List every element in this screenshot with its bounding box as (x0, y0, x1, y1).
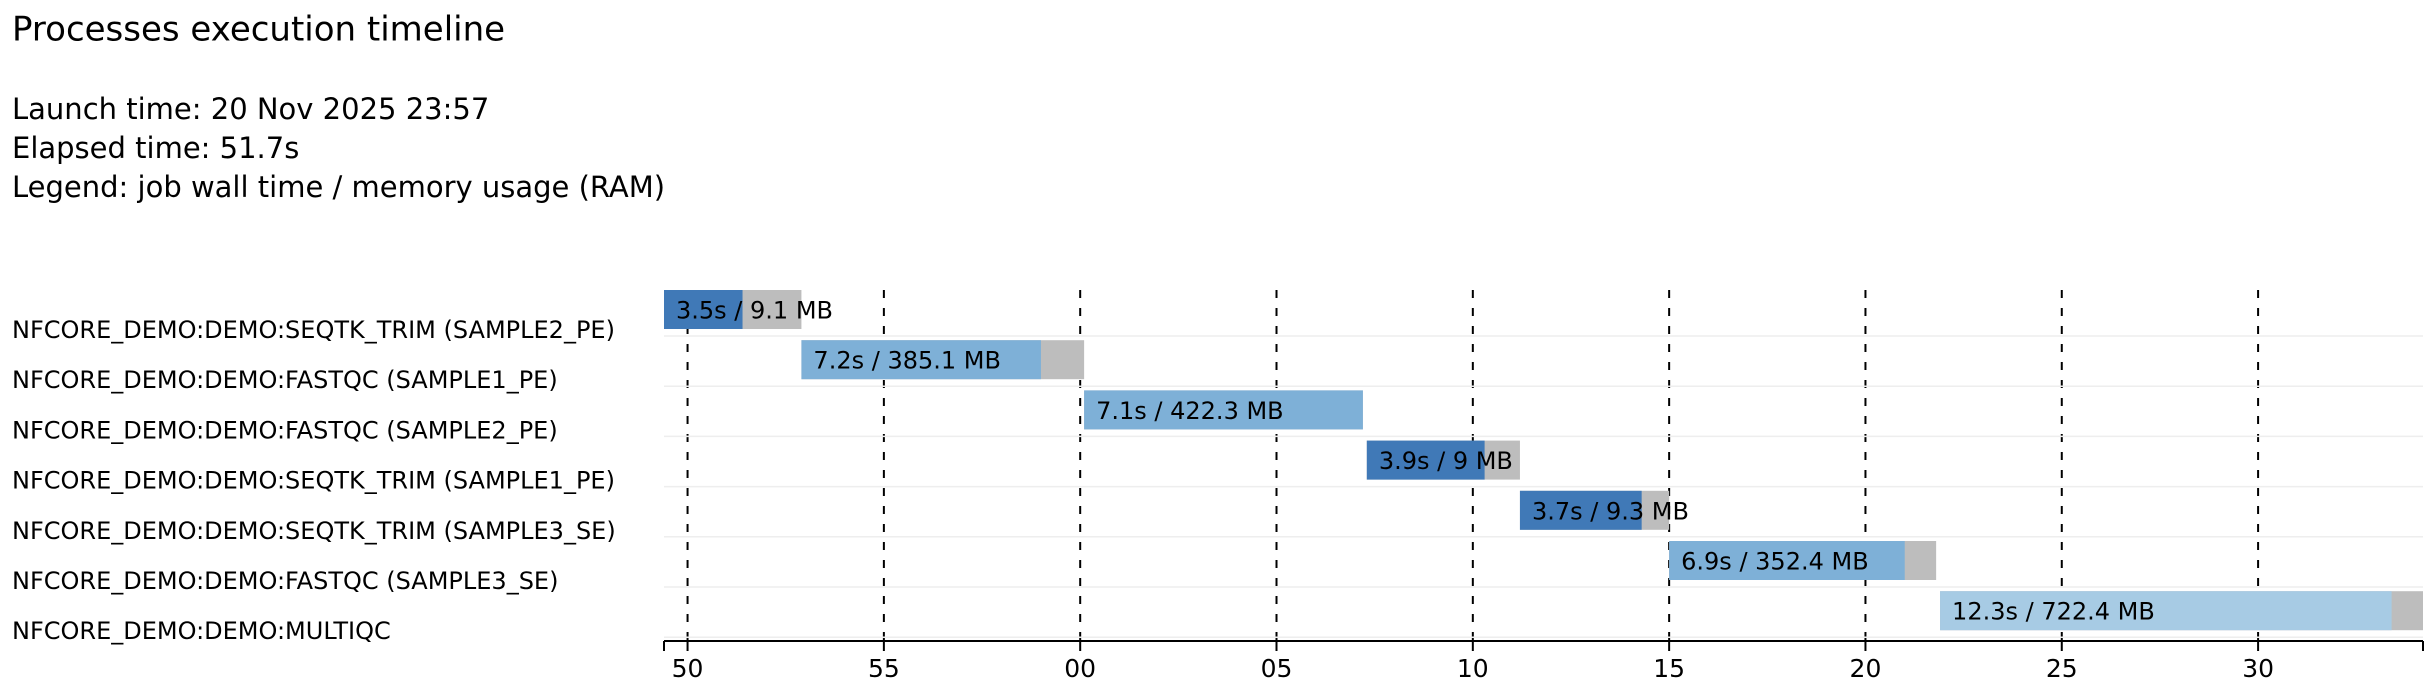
x-tick-label: 30 (2242, 654, 2274, 683)
task-realtime (1366, 440, 1485, 480)
info-line: Legend: job wall time / memory usage (RA… (12, 170, 665, 204)
x-tick-label: 00 (1064, 654, 1096, 683)
task-realtime (801, 340, 1041, 380)
info-line: Elapsed time: 51.7s (12, 131, 299, 165)
task-name: NFCORE_DEMO:DEMO:MULTIQC (12, 617, 391, 645)
x-tick-label: 25 (2046, 654, 2078, 683)
task-name: NFCORE_DEMO:DEMO:FASTQC (SAMPLE3_SE) (12, 567, 558, 595)
x-tick-label: 10 (1457, 654, 1489, 683)
task-label: 7.2s / 385.1 MB (813, 347, 1001, 375)
task-realtime (1519, 490, 1642, 530)
x-tick-label: 05 (1261, 654, 1293, 683)
task-name: NFCORE_DEMO:DEMO:SEQTK_TRIM (SAMPLE3_SE) (12, 517, 616, 545)
chart-title: Processes execution timeline (12, 10, 505, 50)
x-tick-label: 20 (1850, 654, 1882, 683)
task-realtime (664, 290, 743, 329)
task-label: 3.7s / 9.3 MB (1532, 497, 1689, 525)
task-realtime (1084, 390, 1363, 430)
task-label: 7.1s / 422.3 MB (1096, 397, 1284, 425)
task-name: NFCORE_DEMO:DEMO:FASTQC (SAMPLE1_PE) (12, 366, 558, 394)
task-label: 3.9s / 9 MB (1379, 447, 1513, 475)
x-tick-label: 50 (672, 654, 704, 683)
x-tick-label: 15 (1653, 654, 1685, 683)
x-tick-label: 55 (868, 654, 900, 683)
task-label: 6.9s / 352.4 MB (1681, 548, 1869, 576)
task-label: 12.3s / 722.4 MB (1952, 598, 2155, 626)
task-name: NFCORE_DEMO:DEMO:FASTQC (SAMPLE2_PE) (12, 416, 558, 444)
task-name: NFCORE_DEMO:DEMO:SEQTK_TRIM (SAMPLE1_PE) (12, 467, 615, 495)
task-realtime (1940, 591, 2392, 631)
task-name: NFCORE_DEMO:DEMO:SEQTK_TRIM (SAMPLE2_PE) (12, 316, 615, 344)
info-line: Launch time: 20 Nov 2025 23:57 (12, 92, 489, 126)
task-realtime (1669, 541, 1905, 580)
task-label: 3.5s / 9.1 MB (676, 297, 833, 325)
